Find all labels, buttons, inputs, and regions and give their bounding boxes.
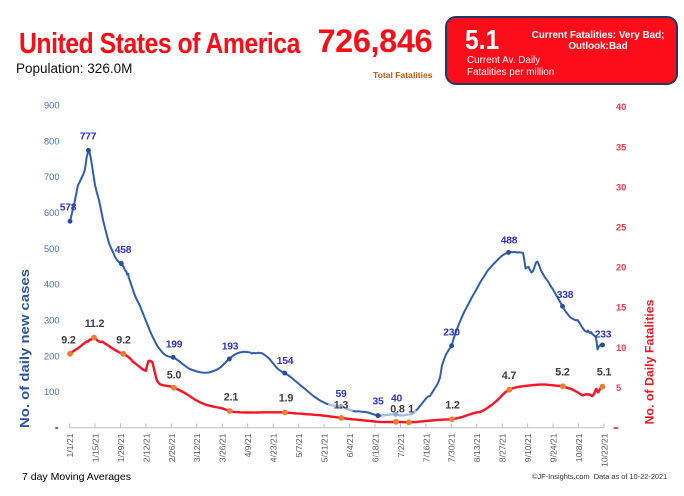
svg-text:11.2: 11.2: [85, 318, 105, 330]
svg-text:100: 100: [44, 387, 60, 397]
svg-text:1.2: 1.2: [445, 400, 460, 412]
svg-text:35: 35: [372, 397, 384, 408]
svg-text:25: 25: [616, 223, 626, 233]
svg-text:4/9/21: 4/9/21: [243, 433, 253, 457]
svg-text:200: 200: [44, 351, 60, 361]
svg-text:578: 578: [60, 203, 77, 214]
svg-text:400: 400: [44, 280, 60, 290]
svg-text:458: 458: [115, 245, 132, 256]
svg-text:900: 900: [44, 101, 60, 111]
svg-text:9.2: 9.2: [116, 335, 131, 347]
svg-text:154: 154: [277, 356, 294, 367]
svg-text:2.1: 2.1: [224, 392, 239, 404]
svg-text:7/2/21: 7/2/21: [396, 433, 406, 457]
svg-text:5: 5: [616, 383, 621, 393]
svg-text:9.2: 9.2: [61, 335, 76, 347]
svg-text:1: 1: [408, 404, 414, 416]
svg-text:10: 10: [616, 343, 626, 353]
svg-text:800: 800: [44, 136, 60, 146]
svg-text:230: 230: [443, 328, 460, 339]
svg-text:500: 500: [44, 244, 60, 254]
svg-text:40: 40: [616, 102, 626, 112]
svg-text:5/7/21: 5/7/21: [294, 433, 304, 457]
svg-text:6/18/21: 6/18/21: [370, 433, 380, 462]
svg-text:5.0: 5.0: [167, 370, 182, 382]
svg-text:40: 40: [391, 394, 403, 405]
svg-text:8/13/21: 8/13/21: [472, 433, 482, 462]
svg-text:488: 488: [501, 236, 518, 247]
svg-text:9/10/21: 9/10/21: [523, 433, 533, 462]
svg-text:10/22/21: 10/22/21: [599, 433, 609, 467]
svg-text:5.1: 5.1: [597, 367, 612, 379]
svg-text:30: 30: [616, 182, 626, 192]
svg-text:7/30/21: 7/30/21: [447, 433, 457, 462]
svg-text:7/16/21: 7/16/21: [421, 433, 431, 462]
svg-text:15: 15: [616, 303, 626, 313]
svg-text:600: 600: [44, 208, 60, 218]
svg-text:1/29/21: 1/29/21: [116, 433, 126, 462]
svg-text:5.2: 5.2: [555, 367, 570, 379]
svg-text:No. of daily new cases: No. of daily new cases: [17, 269, 32, 428]
svg-text:9/24/21: 9/24/21: [549, 433, 559, 462]
svg-text:300: 300: [44, 316, 60, 326]
svg-text:1.9: 1.9: [279, 393, 294, 405]
svg-text:193: 193: [222, 342, 239, 353]
svg-text:4/23/21: 4/23/21: [269, 433, 279, 462]
svg-text:1.3: 1.3: [334, 400, 349, 412]
svg-text:2/26/21: 2/26/21: [167, 433, 177, 462]
svg-text:3/12/21: 3/12/21: [192, 433, 202, 462]
svg-text:10/8/21: 10/8/21: [574, 433, 584, 462]
svg-text:338: 338: [557, 290, 574, 301]
svg-text:1/15/21: 1/15/21: [90, 433, 100, 462]
svg-text:4.7: 4.7: [502, 370, 517, 382]
svg-text:2/12/21: 2/12/21: [141, 433, 151, 462]
svg-text:59: 59: [335, 389, 347, 400]
svg-text:0.8: 0.8: [390, 404, 405, 416]
svg-text:233: 233: [595, 330, 612, 341]
svg-text:1/1/21: 1/1/21: [65, 433, 75, 457]
svg-text:20: 20: [616, 263, 626, 273]
svg-text:777: 777: [80, 132, 97, 143]
svg-text:700: 700: [44, 172, 60, 182]
svg-text:No. of Daily Fatalities: No. of Daily Fatalities: [645, 300, 657, 425]
svg-text:5/21/21: 5/21/21: [320, 433, 330, 462]
svg-text:199: 199: [166, 340, 183, 351]
svg-text:35: 35: [616, 142, 626, 152]
svg-text:6/4/21: 6/4/21: [345, 433, 355, 457]
svg-text:8/27/21: 8/27/21: [498, 433, 508, 462]
svg-text:3/26/21: 3/26/21: [218, 433, 228, 462]
